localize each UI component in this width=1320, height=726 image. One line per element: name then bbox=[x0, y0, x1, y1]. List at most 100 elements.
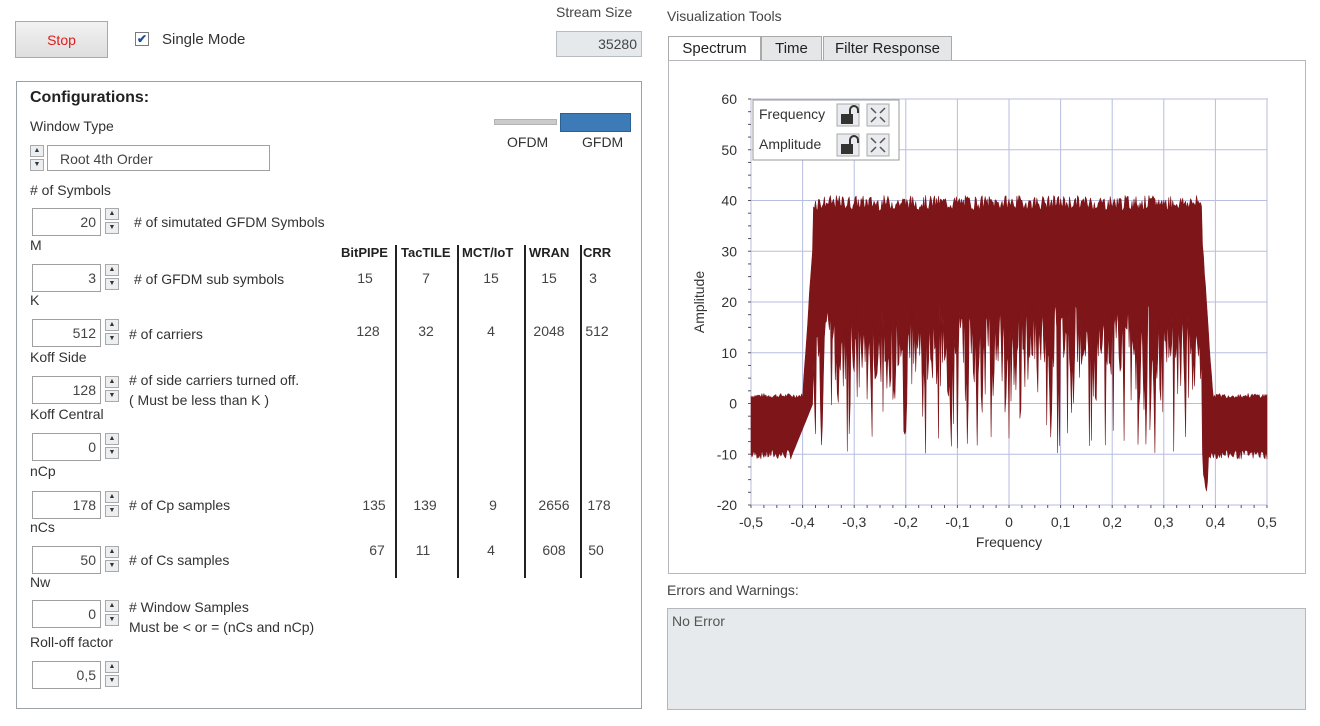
autoscale-button bbox=[866, 133, 890, 157]
increment-icon[interactable]: ▲ bbox=[105, 264, 119, 276]
ncp-label: nCp bbox=[30, 463, 56, 479]
koff-central-label: Koff Central bbox=[30, 406, 104, 422]
autoscale-icon bbox=[870, 137, 886, 153]
table-cell: 67 bbox=[369, 542, 385, 558]
scale-legend-label: Amplitude bbox=[759, 136, 821, 152]
switch-gfdm[interactable] bbox=[560, 113, 631, 132]
decrement-icon[interactable]: ▼ bbox=[105, 222, 119, 234]
stop-button[interactable]: Stop bbox=[15, 21, 108, 58]
table-cell: 135 bbox=[362, 497, 386, 513]
stream-size-label: Stream Size bbox=[556, 4, 633, 20]
tab-filter-response[interactable]: Filter Response bbox=[823, 36, 952, 61]
header-mct-iot: MCT/IoT bbox=[462, 245, 514, 260]
ncs-desc: # of Cs samples bbox=[129, 552, 230, 568]
header-crr: CRR bbox=[583, 245, 612, 260]
increment-icon[interactable]: ▲ bbox=[105, 433, 119, 445]
table-cell: 15 bbox=[357, 270, 373, 286]
increment-icon[interactable]: ▲ bbox=[105, 376, 119, 388]
single-mode-checkbox[interactable]: ✔ bbox=[135, 32, 149, 46]
y-axis-label: Amplitude bbox=[691, 271, 707, 333]
table-cell: 4 bbox=[487, 542, 495, 558]
symbols-stepper[interactable]: ▲ ▼ bbox=[105, 208, 119, 234]
spectrum-series bbox=[750, 195, 1268, 492]
m-input[interactable]: 3 bbox=[32, 264, 101, 292]
k-stepper[interactable]: ▲ ▼ bbox=[105, 319, 119, 345]
decrement-icon[interactable]: ▼ bbox=[105, 447, 119, 459]
switch-ofdm[interactable] bbox=[494, 119, 557, 125]
decrement-icon[interactable]: ▼ bbox=[105, 675, 119, 687]
x-tick-label: -0,4 bbox=[791, 514, 815, 530]
koff-side-stepper[interactable]: ▲ ▼ bbox=[105, 376, 119, 402]
window-type-select[interactable]: Root 4th Order bbox=[47, 145, 270, 171]
nw-desc-note: Must be < or = (nCs and nCp) bbox=[129, 619, 315, 635]
increment-icon[interactable]: ▲ bbox=[105, 319, 119, 331]
table-divider bbox=[524, 245, 526, 578]
y-tick-label: 40 bbox=[721, 193, 737, 209]
ncp-stepper[interactable]: ▲ ▼ bbox=[105, 491, 119, 517]
configurations-title: Configurations: bbox=[30, 89, 150, 106]
x-tick-label: -0,3 bbox=[842, 514, 866, 530]
x-tick-label: 0,3 bbox=[1154, 514, 1174, 530]
increment-icon[interactable]: ▲ bbox=[105, 491, 119, 503]
scale-legend-label: Frequency bbox=[759, 106, 825, 122]
ncs-stepper[interactable]: ▲ ▼ bbox=[105, 546, 119, 572]
decrement-icon[interactable]: ▼ bbox=[105, 278, 119, 290]
autoscale-button bbox=[866, 103, 890, 127]
koff-central-stepper[interactable]: ▲ ▼ bbox=[105, 433, 119, 459]
k-label: K bbox=[30, 292, 40, 308]
autoscale-icon bbox=[870, 107, 886, 123]
decrement-icon[interactable]: ▼ bbox=[105, 390, 119, 402]
window-type-stepper[interactable]: ▲ ▼ bbox=[30, 145, 44, 171]
table-divider bbox=[395, 245, 397, 578]
table-cell: 50 bbox=[588, 542, 604, 558]
table-cell: 9 bbox=[489, 497, 497, 513]
tab-time[interactable]: Time bbox=[761, 36, 822, 61]
x-tick-label: 0,4 bbox=[1206, 514, 1226, 530]
increment-icon[interactable]: ▲ bbox=[105, 600, 119, 612]
decrement-icon[interactable]: ▼ bbox=[105, 614, 119, 626]
y-tick-label: 30 bbox=[721, 243, 737, 259]
y-tick-label: -20 bbox=[717, 497, 737, 513]
koff-central-input[interactable]: 0 bbox=[32, 433, 101, 461]
table-cell: 512 bbox=[585, 323, 609, 339]
rolloff-input[interactable]: 0,5 bbox=[32, 661, 101, 689]
k-input[interactable]: 512 bbox=[32, 319, 101, 347]
table-divider bbox=[580, 245, 582, 578]
table-cell: 15 bbox=[541, 270, 557, 286]
ncp-desc: # of Cp samples bbox=[129, 497, 231, 513]
y-tick-label: 50 bbox=[721, 142, 737, 158]
x-tick-label: -0,2 bbox=[894, 514, 918, 530]
errors-box: No Error bbox=[667, 608, 1306, 710]
k-desc: # of carriers bbox=[129, 326, 203, 342]
nw-label: Nw bbox=[30, 574, 51, 590]
ncs-input[interactable]: 50 bbox=[32, 546, 101, 574]
increment-icon[interactable]: ▲ bbox=[30, 145, 44, 157]
y-tick-label: 60 bbox=[721, 91, 737, 107]
nw-stepper[interactable]: ▲ ▼ bbox=[105, 600, 119, 626]
increment-icon[interactable]: ▲ bbox=[105, 546, 119, 558]
nw-input[interactable]: 0 bbox=[32, 600, 101, 628]
table-cell: 139 bbox=[413, 497, 437, 513]
decrement-icon[interactable]: ▼ bbox=[105, 333, 119, 345]
decrement-icon[interactable]: ▼ bbox=[30, 159, 44, 171]
rolloff-label: Roll-off factor bbox=[30, 634, 113, 650]
table-cell: 7 bbox=[422, 270, 430, 286]
rolloff-stepper[interactable]: ▲ ▼ bbox=[105, 661, 119, 687]
decrement-icon[interactable]: ▼ bbox=[105, 560, 119, 572]
table-divider bbox=[457, 245, 459, 578]
y-tick-label: 20 bbox=[721, 294, 737, 310]
increment-icon[interactable]: ▲ bbox=[105, 208, 119, 220]
increment-icon[interactable]: ▲ bbox=[105, 661, 119, 673]
symbols-input[interactable]: 20 bbox=[32, 208, 101, 236]
ncp-input[interactable]: 178 bbox=[32, 491, 101, 519]
table-cell: 2656 bbox=[538, 497, 570, 513]
switch-ofdm-label: OFDM bbox=[507, 134, 549, 150]
koff-side-desc-note: ( Must be less than K ) bbox=[129, 392, 270, 408]
lock-shackle-icon bbox=[849, 105, 859, 114]
table-cell: 608 bbox=[542, 542, 566, 558]
tab-spectrum[interactable]: Spectrum bbox=[668, 36, 761, 62]
symbols-label: # of Symbols bbox=[30, 182, 111, 198]
m-stepper[interactable]: ▲ ▼ bbox=[105, 264, 119, 290]
koff-side-input[interactable]: 128 bbox=[32, 376, 101, 404]
decrement-icon[interactable]: ▼ bbox=[105, 505, 119, 517]
